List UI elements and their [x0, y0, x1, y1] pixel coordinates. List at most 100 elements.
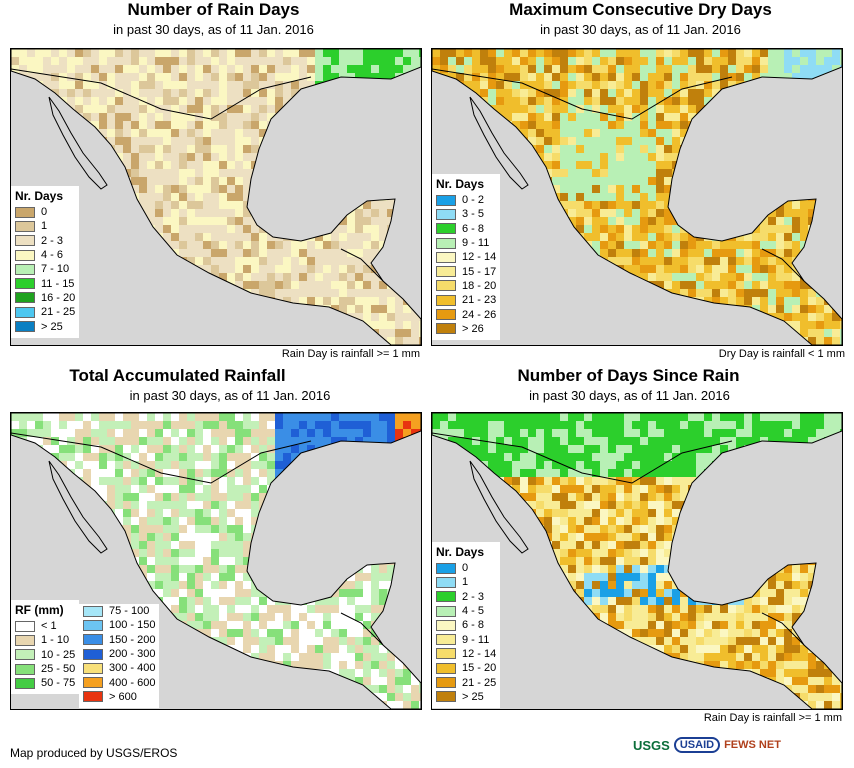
legend-swatch [436, 309, 456, 321]
legend-label: 3 - 5 [462, 208, 485, 221]
legend-swatch [436, 576, 456, 588]
legend-item: 25 - 50 [15, 662, 75, 676]
legend-swatch [15, 634, 35, 646]
legend-swatch [83, 677, 103, 689]
legend-swatch [83, 634, 103, 646]
legend-label: 200 - 300 [109, 648, 156, 661]
legend-label: 0 [41, 206, 48, 219]
legend-title: RF (mm) [15, 603, 64, 617]
legend-label: 2 - 3 [41, 234, 64, 247]
panel-subtitle: in past 30 days, as of 11 Jan. 2016 [129, 388, 331, 403]
legend-swatch [436, 619, 456, 631]
legend-swatch [436, 691, 456, 703]
legend-item: 2 - 3 [15, 234, 75, 248]
legend-swatch [436, 605, 456, 617]
legend-item: 12 - 14 [436, 250, 496, 264]
legend-item: 4 - 5 [436, 604, 496, 618]
legend-item: 50 - 75 [15, 676, 75, 690]
legend-label: 150 - 200 [109, 633, 156, 646]
legend-swatch [83, 619, 103, 631]
legend-label: 300 - 400 [109, 662, 156, 675]
legend-item: > 600 [83, 690, 155, 704]
legend-item: > 25 [15, 319, 75, 333]
legend-label: 15 - 17 [462, 265, 497, 278]
legend-swatch [83, 605, 103, 617]
legend-item: 15 - 20 [436, 661, 496, 675]
legend-label: 21 - 23 [462, 294, 497, 307]
legend-title: Nr. Days [436, 177, 485, 191]
legend-swatch [15, 263, 35, 275]
legend-label: 24 - 26 [462, 308, 497, 321]
legend-swatch [436, 208, 456, 220]
legend-swatch [436, 223, 456, 235]
legend-label: 6 - 8 [462, 222, 485, 235]
legend-swatch [15, 220, 35, 232]
legend-item: 3 - 5 [436, 207, 496, 221]
legend-swatch [15, 292, 35, 304]
legend-swatch [15, 649, 35, 661]
legend-item: 4 - 6 [15, 248, 75, 262]
legend-item: > 25 [436, 690, 496, 704]
legend-swatch [83, 691, 103, 703]
legend-swatch [15, 206, 35, 218]
panel-dry-days: Maximum Consecutive Dry Days in past 30 … [427, 0, 854, 365]
legend-item: 200 - 300 [83, 647, 155, 661]
legend-label: 1 [462, 576, 469, 589]
legend-label: 16 - 20 [41, 291, 76, 304]
legend-label: 9 - 11 [462, 633, 490, 646]
legend-swatch [15, 278, 35, 290]
legend-rainfall-continued: 75 - 100 100 - 150 150 - 200 200 - 300 300 -… [79, 604, 160, 709]
legend-item: 7 - 10 [15, 262, 75, 276]
legend-label: 2 - 3 [462, 590, 485, 603]
legend-label: 0 [462, 562, 469, 575]
legend-swatch [436, 662, 456, 674]
legend-swatch [15, 663, 35, 675]
legend-item: 1 [15, 219, 75, 233]
legend-label: > 25 [462, 690, 484, 703]
legend-item: 2 - 3 [436, 590, 496, 604]
legend-label: 9 - 11 [462, 237, 490, 250]
legend-item: 12 - 14 [436, 647, 496, 661]
legend-title: Nr. Days [15, 189, 64, 203]
legend-label: > 26 [462, 322, 484, 335]
legend-item: 0 [15, 205, 75, 219]
legend-swatch [436, 280, 456, 292]
usgs-logo: USGS [633, 737, 670, 753]
legend-swatch [436, 251, 456, 263]
panel-title: Maximum Consecutive Dry Days [509, 0, 772, 19]
legend-swatch [436, 591, 456, 603]
legend-item: 16 - 20 [15, 291, 75, 305]
legend-item: 300 - 400 [83, 661, 155, 675]
legend-label: 1 [41, 220, 48, 233]
legend-label: < 1 [41, 620, 57, 633]
legend-item: 75 - 100 [83, 604, 155, 618]
legend-swatch [436, 194, 456, 206]
legend-item: 21 - 25 [15, 305, 75, 319]
legend-swatch [15, 321, 35, 333]
legend-label: 25 - 50 [41, 663, 76, 676]
legend-item: 24 - 26 [436, 307, 496, 321]
legend-item: 100 - 150 [83, 618, 155, 632]
panel-title: Number of Days Since Rain [517, 366, 740, 385]
legend-item: 150 - 200 [83, 633, 155, 647]
legend-label: 21 - 25 [41, 306, 76, 319]
legend-label: 4 - 5 [462, 605, 485, 618]
legend-swatch [15, 235, 35, 247]
legend-item: 1 [436, 575, 496, 589]
panel-subtitle: in past 30 days, as of 11 Jan. 2016 [529, 388, 730, 403]
legend-label: 12 - 14 [462, 251, 497, 264]
legend-swatch [436, 677, 456, 689]
legend-item: 1 - 10 [15, 633, 75, 647]
legend-item: 9 - 11 [436, 632, 496, 646]
legend-swatch [15, 620, 35, 632]
map-graphic [11, 413, 421, 709]
legend-label: 400 - 600 [109, 676, 156, 689]
legend-item: 0 [436, 561, 496, 575]
map-graphic [11, 49, 421, 345]
legend-item: 9 - 11 [436, 236, 496, 250]
legend-label: 50 - 75 [41, 677, 76, 690]
map-credit: Map produced by USGS/EROS [10, 746, 178, 760]
